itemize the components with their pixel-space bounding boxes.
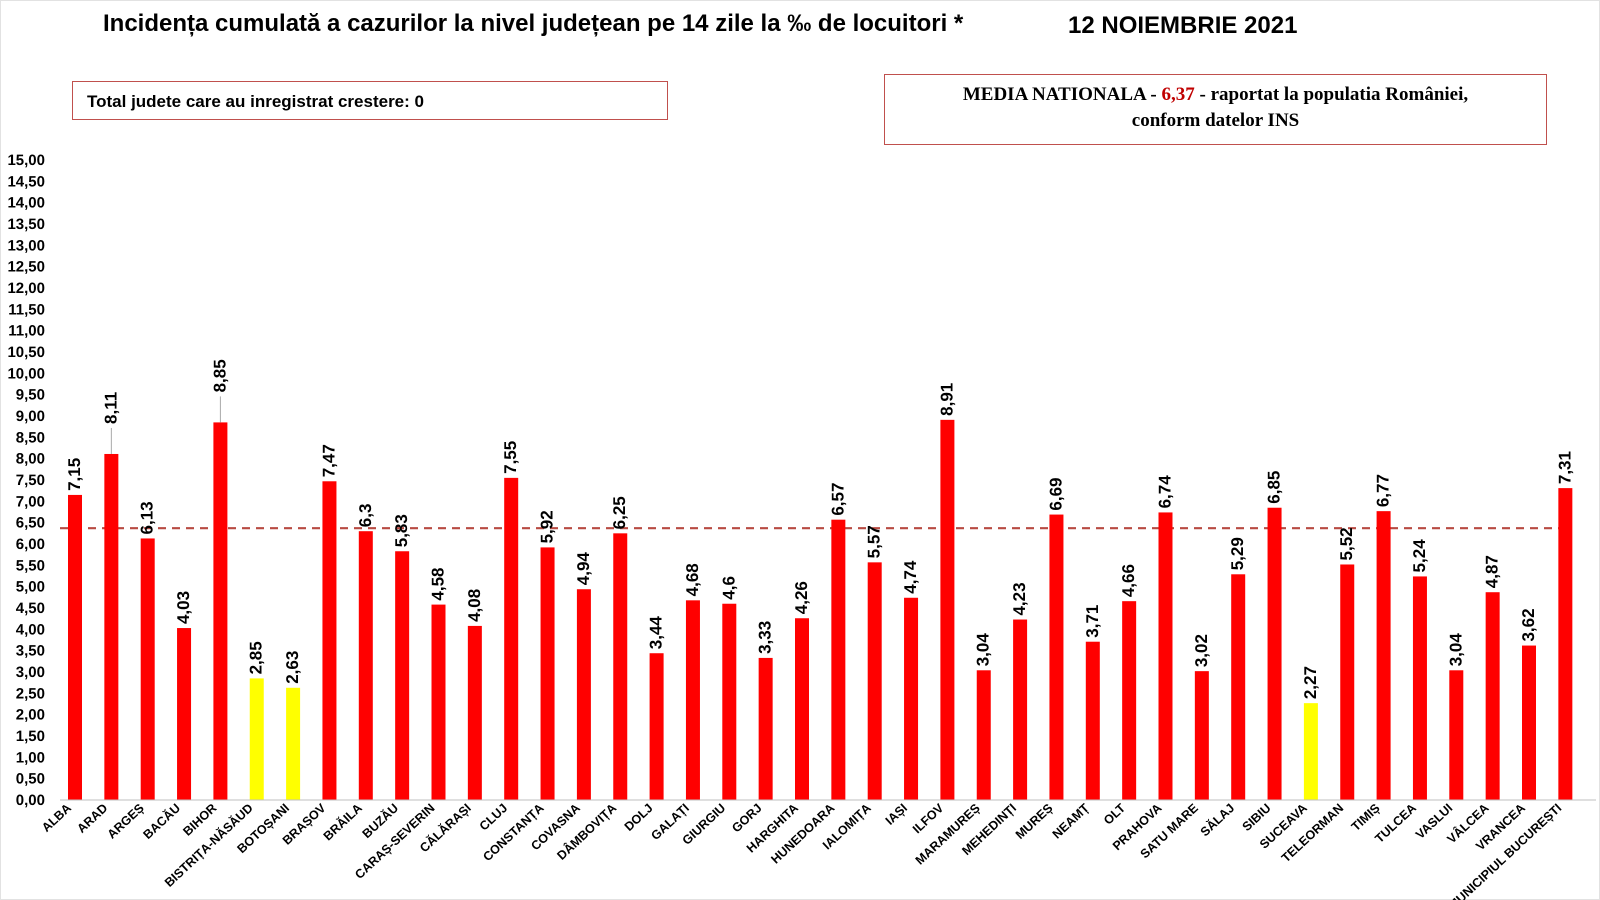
svg-text:3,04: 3,04 <box>974 633 993 667</box>
svg-text:OLT: OLT <box>1101 801 1128 828</box>
svg-text:3,50: 3,50 <box>16 643 45 660</box>
svg-text:6,50: 6,50 <box>16 515 45 532</box>
svg-text:12,00: 12,00 <box>7 280 45 297</box>
svg-text:13,00: 13,00 <box>7 237 45 254</box>
svg-text:5,29: 5,29 <box>1228 537 1247 570</box>
svg-text:3,33: 3,33 <box>756 621 775 654</box>
svg-text:3,62: 3,62 <box>1519 608 1538 641</box>
svg-text:6,74: 6,74 <box>1156 475 1175 509</box>
svg-text:6,13: 6,13 <box>138 501 157 534</box>
svg-text:4,26: 4,26 <box>792 581 811 614</box>
svg-text:6,69: 6,69 <box>1046 477 1065 510</box>
svg-text:CLUJ: CLUJ <box>477 801 510 834</box>
svg-text:8,50: 8,50 <box>16 429 45 446</box>
svg-text:4,58: 4,58 <box>429 567 448 600</box>
svg-text:ARGEȘ: ARGEȘ <box>105 801 147 842</box>
svg-text:8,91: 8,91 <box>937 383 956 416</box>
svg-text:14,50: 14,50 <box>7 173 45 190</box>
svg-text:7,15: 7,15 <box>65 458 84 491</box>
svg-text:4,23: 4,23 <box>1010 582 1029 615</box>
svg-text:BRĂILA: BRĂILA <box>320 800 365 843</box>
svg-text:11,00: 11,00 <box>8 323 45 340</box>
svg-text:4,87: 4,87 <box>1483 555 1502 588</box>
svg-text:4,00: 4,00 <box>16 621 45 638</box>
svg-text:4,68: 4,68 <box>683 563 702 596</box>
svg-text:5,57: 5,57 <box>865 525 884 558</box>
svg-text:IAȘI: IAȘI <box>883 801 910 828</box>
svg-text:NEAMȚ: NEAMȚ <box>1050 801 1092 842</box>
svg-text:4,74: 4,74 <box>901 560 920 594</box>
svg-text:6,85: 6,85 <box>1265 471 1284 504</box>
svg-text:1,50: 1,50 <box>16 728 45 745</box>
svg-text:3,44: 3,44 <box>647 616 666 650</box>
svg-text:2,63: 2,63 <box>283 651 302 684</box>
svg-text:1,00: 1,00 <box>16 749 45 766</box>
svg-text:13,50: 13,50 <box>7 216 45 233</box>
svg-text:0,00: 0,00 <box>16 792 45 809</box>
svg-text:4,08: 4,08 <box>465 589 484 622</box>
svg-text:6,3: 6,3 <box>356 504 375 528</box>
svg-text:MUREȘ: MUREȘ <box>1013 801 1056 842</box>
svg-text:5,50: 5,50 <box>16 557 45 574</box>
svg-text:6,57: 6,57 <box>828 483 847 516</box>
svg-text:SIBIU: SIBIU <box>1240 801 1274 834</box>
svg-text:5,52: 5,52 <box>1337 527 1356 560</box>
svg-text:6,77: 6,77 <box>1374 474 1393 507</box>
svg-text:7,47: 7,47 <box>319 444 338 477</box>
svg-text:4,6: 4,6 <box>719 576 738 600</box>
svg-text:2,50: 2,50 <box>16 685 45 702</box>
svg-text:10,50: 10,50 <box>7 344 45 361</box>
svg-text:6,25: 6,25 <box>610 496 629 529</box>
svg-text:3,02: 3,02 <box>1192 634 1211 667</box>
svg-text:4,50: 4,50 <box>16 600 45 617</box>
svg-text:7,55: 7,55 <box>501 441 520 474</box>
svg-text:DOLJ: DOLJ <box>622 801 656 834</box>
svg-text:BACĂU: BACĂU <box>140 800 183 842</box>
svg-text:10,00: 10,00 <box>7 365 45 382</box>
svg-text:2,85: 2,85 <box>247 641 266 674</box>
svg-text:5,92: 5,92 <box>538 510 557 543</box>
svg-text:6,00: 6,00 <box>16 536 45 553</box>
svg-text:14,00: 14,00 <box>7 195 45 212</box>
svg-text:4,03: 4,03 <box>174 591 193 624</box>
svg-text:9,50: 9,50 <box>16 387 45 404</box>
svg-text:12,50: 12,50 <box>7 259 45 276</box>
svg-text:9,00: 9,00 <box>16 408 45 425</box>
svg-text:0,50: 0,50 <box>16 771 45 788</box>
svg-text:3,00: 3,00 <box>16 664 45 681</box>
svg-text:3,04: 3,04 <box>1446 633 1465 667</box>
svg-text:7,00: 7,00 <box>16 493 45 510</box>
svg-text:8,85: 8,85 <box>210 359 229 392</box>
svg-text:5,00: 5,00 <box>16 579 45 596</box>
svg-text:HUNEDOARA: HUNEDOARA <box>768 801 837 867</box>
svg-text:TIMIȘ: TIMIȘ <box>1349 801 1383 834</box>
svg-text:5,83: 5,83 <box>392 514 411 547</box>
svg-text:11,50: 11,50 <box>8 301 45 318</box>
svg-text:8,00: 8,00 <box>16 451 45 468</box>
svg-text:7,31: 7,31 <box>1555 451 1574 484</box>
svg-text:15,00: 15,00 <box>7 152 45 169</box>
svg-text:2,00: 2,00 <box>16 707 45 724</box>
svg-text:7,50: 7,50 <box>16 472 45 489</box>
svg-text:5,24: 5,24 <box>1410 539 1429 573</box>
svg-text:4,66: 4,66 <box>1119 564 1138 597</box>
svg-text:MARAMUREȘ: MARAMUREȘ <box>913 801 983 868</box>
svg-text:3,71: 3,71 <box>1083 605 1102 638</box>
svg-text:2,27: 2,27 <box>1301 666 1320 699</box>
svg-text:SĂLAJ: SĂLAJ <box>1197 800 1237 839</box>
svg-text:4,94: 4,94 <box>574 552 593 586</box>
svg-text:8,11: 8,11 <box>101 392 120 424</box>
